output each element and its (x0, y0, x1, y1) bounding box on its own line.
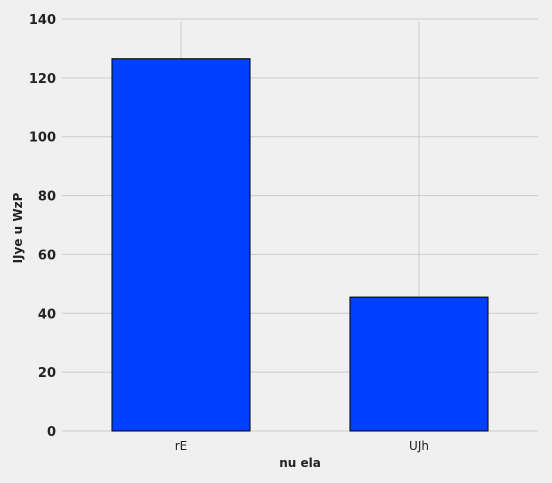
x-tick-label: rE (175, 439, 188, 453)
y-tick-label: 100 (29, 131, 56, 146)
y-tick-label: 140 (29, 13, 56, 28)
y-tick-label: 40 (38, 307, 56, 322)
y-tick-labels: 0 20 40 60 80 100 120 140 (29, 13, 56, 440)
bars (111, 58, 489, 432)
x-tick-labels: rE UJh (175, 439, 429, 453)
y-tick-label: 20 (38, 366, 56, 381)
y-tick-label: 80 (38, 190, 56, 205)
x-axis-label: nu ela (279, 456, 321, 470)
y-tick-label: 0 (47, 425, 56, 440)
x-tick-label: UJh (409, 439, 429, 453)
bar-UJh (349, 296, 489, 432)
y-tick-label: 120 (29, 72, 56, 87)
bar-rE (111, 58, 251, 432)
y-tick-label: 60 (38, 248, 56, 263)
y-axis-label: IJye u WzP (11, 192, 25, 263)
